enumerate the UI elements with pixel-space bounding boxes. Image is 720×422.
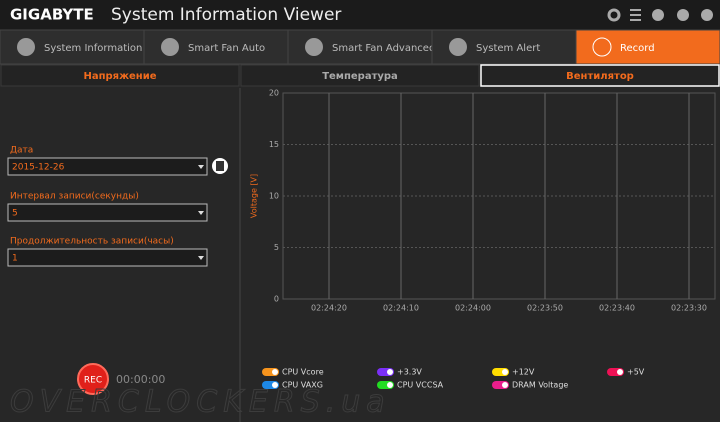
- toggle-knob: [387, 382, 393, 388]
- y-tick-label: 10: [269, 192, 279, 201]
- settings-icon[interactable]: [607, 8, 621, 22]
- trash-icon: [216, 161, 224, 171]
- tab-label: Smart Fan Advanced: [332, 43, 435, 54]
- y-tick-label: 0: [274, 295, 279, 304]
- toggle-knob: [272, 382, 278, 388]
- toggle-knob: [617, 369, 623, 375]
- tab-icon: [305, 38, 323, 56]
- toggle-knob: [387, 369, 393, 375]
- rec-time: 00:00:00: [116, 373, 165, 386]
- field-label: Дата: [10, 146, 33, 156]
- rec-label: REC: [84, 376, 102, 386]
- tab-label: Record: [620, 43, 655, 54]
- subtab[interactable]: [480, 64, 720, 87]
- legend-label: +3.3V: [397, 368, 422, 377]
- minimize-button[interactable]: [652, 9, 664, 21]
- toggle-knob: [502, 382, 508, 388]
- y-tick-label: 20: [269, 89, 279, 98]
- subtab-label: Вентилятор: [566, 71, 634, 82]
- x-tick-label: 02:23:50: [527, 304, 563, 313]
- legend-label: CPU VCCSA: [397, 381, 444, 390]
- subtab[interactable]: [240, 64, 480, 87]
- tab-icon: [161, 38, 179, 56]
- dropdown-arrow: [198, 256, 204, 260]
- legend-label: +5V: [627, 368, 645, 377]
- toggle-knob: [502, 369, 508, 375]
- tab-label: System Information: [44, 43, 142, 54]
- field-label: Продолжительность записи(часы): [10, 237, 174, 247]
- y-axis-label: Voltage [V]: [250, 174, 259, 218]
- select-box[interactable]: [7, 248, 208, 267]
- tab-label: Smart Fan Auto: [188, 43, 265, 54]
- rec-button[interactable]: [77, 363, 109, 395]
- legend-label: CPU Vcore: [282, 368, 324, 377]
- legend-label: +12V: [512, 368, 535, 377]
- x-tick-label: 02:23:40: [599, 304, 635, 313]
- x-tick-label: 02:24:20: [311, 304, 347, 313]
- extra-button[interactable]: [701, 9, 713, 21]
- tab-icon: [17, 38, 35, 56]
- select-value: 1: [12, 254, 18, 264]
- tab-icon: [449, 38, 467, 56]
- toggle-knob: [272, 369, 278, 375]
- subtab-label: Температура: [322, 71, 398, 82]
- tab[interactable]: [575, 29, 720, 65]
- x-tick-label: 02:23:30: [671, 304, 707, 313]
- select-box[interactable]: [7, 157, 208, 176]
- dropdown-arrow: [198, 211, 204, 215]
- y-tick-label: 5: [274, 243, 279, 252]
- title-bar: [0, 0, 720, 30]
- menu-icon[interactable]: [630, 9, 641, 21]
- y-tick-label: 15: [269, 140, 279, 149]
- legend-label: CPU VAXG: [282, 381, 323, 390]
- x-tick-label: 02:24:10: [383, 304, 419, 313]
- subtab-label: Напряжение: [83, 71, 156, 82]
- select-value: 5: [12, 209, 18, 219]
- brand: GIGABYTE: [10, 6, 94, 24]
- x-tick-label: 02:24:00: [455, 304, 491, 313]
- field-label: Интервал записи(секунды): [10, 192, 139, 202]
- select-value: 2015-12-26: [12, 163, 65, 173]
- watermark: OVERCLOCKERS.ua: [10, 385, 391, 420]
- legend-label: DRAM Voltage: [512, 381, 568, 390]
- tab-icon: [592, 37, 612, 57]
- close-button[interactable]: [677, 9, 689, 21]
- app-title: System Information Viewer: [111, 5, 341, 25]
- tab-label: System Alert: [476, 43, 540, 54]
- select-box[interactable]: [7, 203, 208, 222]
- subtab[interactable]: [0, 64, 240, 87]
- dropdown-arrow: [198, 165, 204, 169]
